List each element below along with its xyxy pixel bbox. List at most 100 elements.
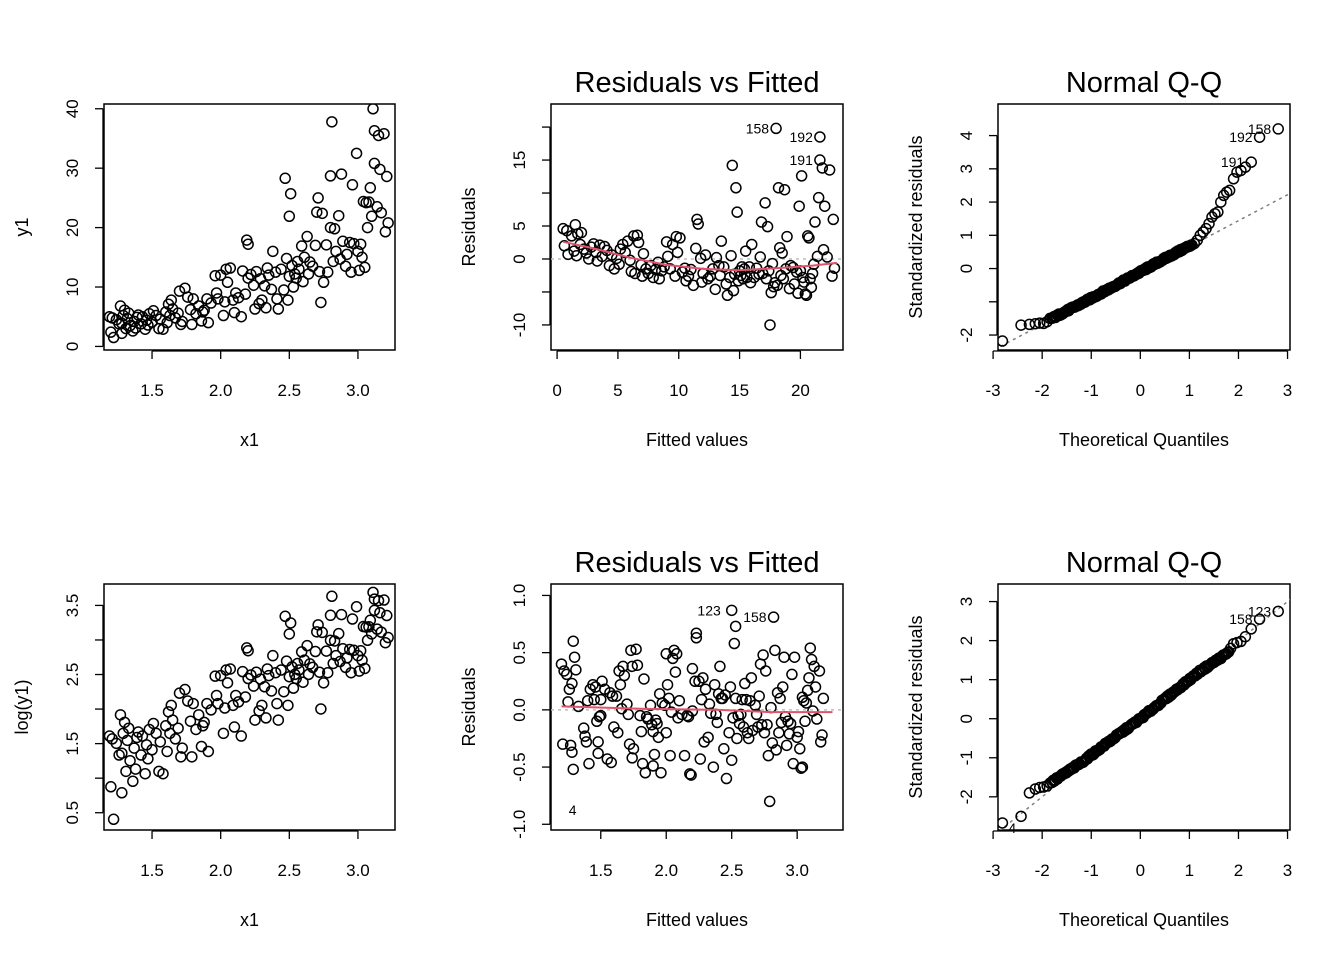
- data-point: [354, 238, 367, 250]
- data-point: [606, 690, 619, 702]
- data-point: [1253, 613, 1266, 625]
- data-point: [730, 182, 742, 194]
- y-axis-label: Residuals: [459, 187, 479, 266]
- data-point: [1015, 810, 1027, 823]
- x-tick-label: -2: [1035, 861, 1050, 880]
- data-point: [668, 644, 680, 657]
- data-point: [304, 658, 316, 670]
- data-point: [756, 718, 768, 731]
- panel-residuals-vs-fitted-log-y1: Residuals vs Fitted 1.5 2.0 2.5 3.0 Fitted va…: [459, 547, 844, 930]
- data-point: [694, 753, 707, 765]
- data-point: [793, 200, 805, 212]
- data-point: [690, 242, 702, 255]
- data-point: [256, 699, 268, 712]
- data-point: [353, 264, 366, 277]
- data-point: [371, 201, 383, 213]
- data-point: [327, 657, 339, 670]
- y-tick-label: 40: [63, 99, 82, 118]
- data-point: [796, 761, 809, 773]
- data-point: [784, 717, 797, 730]
- data-point: [118, 716, 131, 729]
- data-point: [258, 280, 271, 292]
- data-point: [301, 230, 313, 243]
- data-point: [166, 714, 179, 726]
- data-point: [232, 291, 245, 304]
- data-point: [816, 729, 828, 741]
- data-point: [816, 162, 829, 174]
- y-tick-label: 30: [63, 159, 82, 178]
- data-point: [608, 721, 620, 733]
- data-point: [324, 170, 337, 182]
- data-point: [761, 718, 773, 731]
- data-point: [320, 645, 333, 657]
- data-point: [797, 271, 809, 284]
- data-point: [346, 179, 359, 191]
- data-point: [364, 614, 377, 627]
- data-point: [610, 690, 623, 702]
- data-point: [704, 707, 717, 720]
- data-point: [124, 319, 136, 332]
- data-point: [359, 662, 371, 675]
- data-point: [372, 129, 385, 142]
- data-point: [804, 273, 816, 285]
- data-point: [1044, 777, 1056, 789]
- data-point: [260, 302, 272, 314]
- data-point: [334, 253, 346, 265]
- data-point: [784, 259, 797, 272]
- data-point: [725, 249, 737, 262]
- plot-frame: [103, 103, 396, 351]
- y-tick-label: -1: [957, 750, 976, 765]
- chart-title: Residuals vs Fitted: [575, 547, 820, 579]
- data-point: [265, 283, 278, 296]
- data-point: [279, 610, 291, 623]
- data-point: [279, 172, 291, 185]
- data-point: [714, 660, 726, 673]
- data-point: [770, 744, 782, 756]
- data-point: [1041, 315, 1053, 328]
- data-point: [707, 761, 720, 773]
- data-point: [660, 726, 672, 739]
- data-point: [291, 657, 304, 670]
- data-point: [309, 239, 322, 252]
- data-point: [1033, 781, 1046, 794]
- data-point: [629, 267, 641, 280]
- data-point: [797, 694, 810, 707]
- data-point: [326, 590, 338, 603]
- outlier-label: 192: [790, 129, 814, 145]
- data-point: [221, 276, 234, 289]
- data-point: [565, 230, 578, 242]
- data-point: [739, 677, 751, 690]
- x-axis-label: Fitted values: [646, 910, 748, 930]
- data-point: [693, 675, 705, 688]
- data-point: [563, 683, 576, 696]
- data-point: [658, 261, 670, 273]
- data-point: [725, 604, 738, 617]
- data-point: [173, 285, 186, 297]
- data-point: [210, 689, 223, 702]
- data-point: [558, 665, 570, 677]
- data-point: [763, 795, 776, 808]
- data-point: [627, 743, 640, 755]
- data-point: [805, 653, 818, 666]
- data-point: [210, 287, 223, 299]
- data-point: [311, 206, 323, 218]
- x-tick-label: 2.5: [277, 381, 301, 400]
- data-point: [564, 739, 577, 752]
- data-point: [781, 230, 793, 243]
- data-point: [368, 604, 381, 617]
- data-point: [245, 268, 257, 281]
- data-point: [773, 726, 785, 739]
- data-point: [764, 319, 776, 331]
- data-point: [239, 691, 252, 703]
- chart-title: Residuals vs Fitted: [575, 67, 820, 99]
- data-point: [161, 745, 173, 758]
- data-point: [771, 279, 784, 292]
- data-point: [635, 725, 648, 738]
- data-point: [718, 261, 730, 273]
- data-point: [382, 217, 394, 229]
- data-point: [293, 263, 305, 275]
- data-point: [568, 651, 581, 663]
- data-point: [105, 781, 117, 793]
- data-point: [805, 281, 818, 294]
- data-point: [140, 314, 153, 327]
